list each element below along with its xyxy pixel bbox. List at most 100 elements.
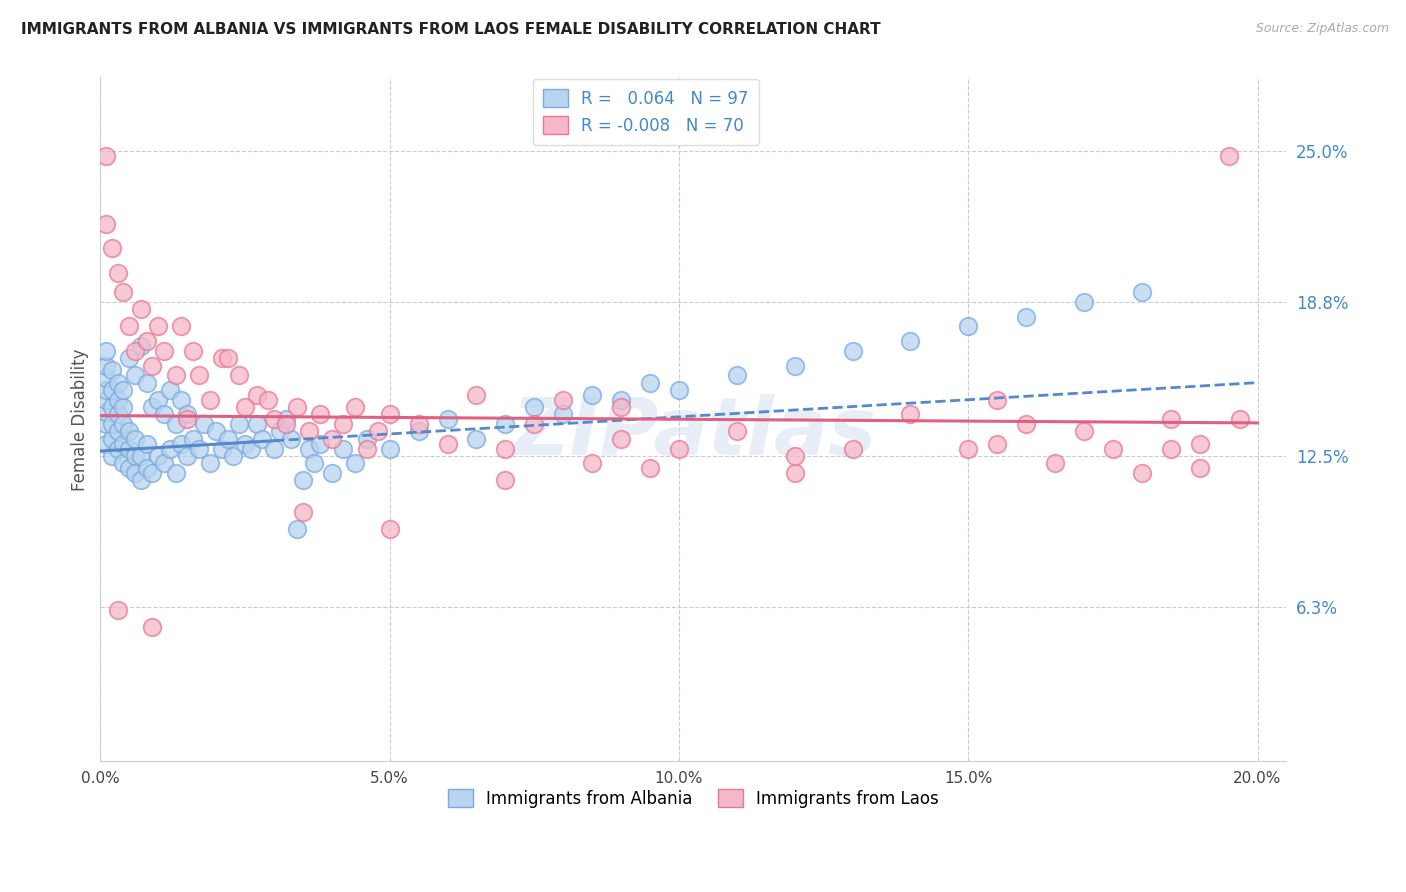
Point <box>165 466 187 480</box>
Point <box>101 241 124 255</box>
Point <box>135 334 157 348</box>
Point <box>1160 442 1182 456</box>
Point <box>124 343 146 358</box>
Point <box>124 432 146 446</box>
Point <box>176 449 198 463</box>
Point <box>378 442 401 456</box>
Point <box>298 425 321 439</box>
Point <box>141 620 163 634</box>
Point <box>200 456 222 470</box>
Point <box>1229 412 1251 426</box>
Point <box>129 473 152 487</box>
Point <box>94 405 117 419</box>
Point <box>581 388 603 402</box>
Point <box>257 392 280 407</box>
Text: ZIPatlas: ZIPatlas <box>510 394 876 472</box>
Point <box>129 449 152 463</box>
Point <box>343 400 366 414</box>
Point <box>181 343 204 358</box>
Point <box>170 392 193 407</box>
Point <box>141 400 163 414</box>
Point <box>332 417 354 431</box>
Point <box>165 368 187 383</box>
Point <box>332 442 354 456</box>
Point <box>129 339 152 353</box>
Point <box>124 466 146 480</box>
Point <box>135 376 157 390</box>
Point <box>135 461 157 475</box>
Point <box>141 466 163 480</box>
Point <box>465 432 488 446</box>
Point <box>1073 295 1095 310</box>
Point <box>101 417 124 431</box>
Point <box>101 449 124 463</box>
Point <box>112 456 135 470</box>
Point <box>181 432 204 446</box>
Point <box>107 376 129 390</box>
Point <box>112 436 135 450</box>
Point <box>274 412 297 426</box>
Point <box>957 442 980 456</box>
Point <box>211 351 233 366</box>
Point <box>274 417 297 431</box>
Point <box>309 408 332 422</box>
Point <box>1188 436 1211 450</box>
Point <box>107 603 129 617</box>
Point <box>94 436 117 450</box>
Point <box>101 432 124 446</box>
Point <box>1130 466 1153 480</box>
Point <box>1188 461 1211 475</box>
Point <box>165 417 187 431</box>
Point <box>252 432 274 446</box>
Point <box>986 392 1008 407</box>
Point <box>378 522 401 536</box>
Point <box>304 456 326 470</box>
Point <box>280 432 302 446</box>
Point <box>107 425 129 439</box>
Point <box>245 388 267 402</box>
Point <box>159 383 181 397</box>
Point <box>1102 442 1125 456</box>
Point <box>187 442 209 456</box>
Point <box>107 408 129 422</box>
Point <box>107 266 129 280</box>
Point <box>94 148 117 162</box>
Point <box>112 417 135 431</box>
Text: Source: ZipAtlas.com: Source: ZipAtlas.com <box>1256 22 1389 36</box>
Point <box>668 442 690 456</box>
Point <box>94 392 117 407</box>
Point <box>94 417 117 431</box>
Point <box>153 408 176 422</box>
Point <box>94 217 117 231</box>
Point <box>356 442 378 456</box>
Point <box>638 376 661 390</box>
Point <box>378 408 401 422</box>
Point <box>176 408 198 422</box>
Point <box>118 351 141 366</box>
Point <box>285 400 308 414</box>
Point <box>309 436 332 450</box>
Point <box>900 334 922 348</box>
Point <box>725 425 748 439</box>
Point <box>148 319 170 334</box>
Point <box>668 383 690 397</box>
Point <box>367 425 389 439</box>
Point <box>245 417 267 431</box>
Point <box>523 400 546 414</box>
Point <box>553 408 575 422</box>
Point <box>170 436 193 450</box>
Point <box>957 319 980 334</box>
Point <box>148 449 170 463</box>
Point <box>610 432 633 446</box>
Point <box>94 370 117 384</box>
Point <box>112 285 135 300</box>
Point <box>436 436 458 450</box>
Point <box>228 368 250 383</box>
Point <box>107 442 129 456</box>
Point <box>112 400 135 414</box>
Point <box>141 359 163 373</box>
Point <box>233 436 256 450</box>
Point <box>285 522 308 536</box>
Point <box>94 383 117 397</box>
Point <box>211 442 233 456</box>
